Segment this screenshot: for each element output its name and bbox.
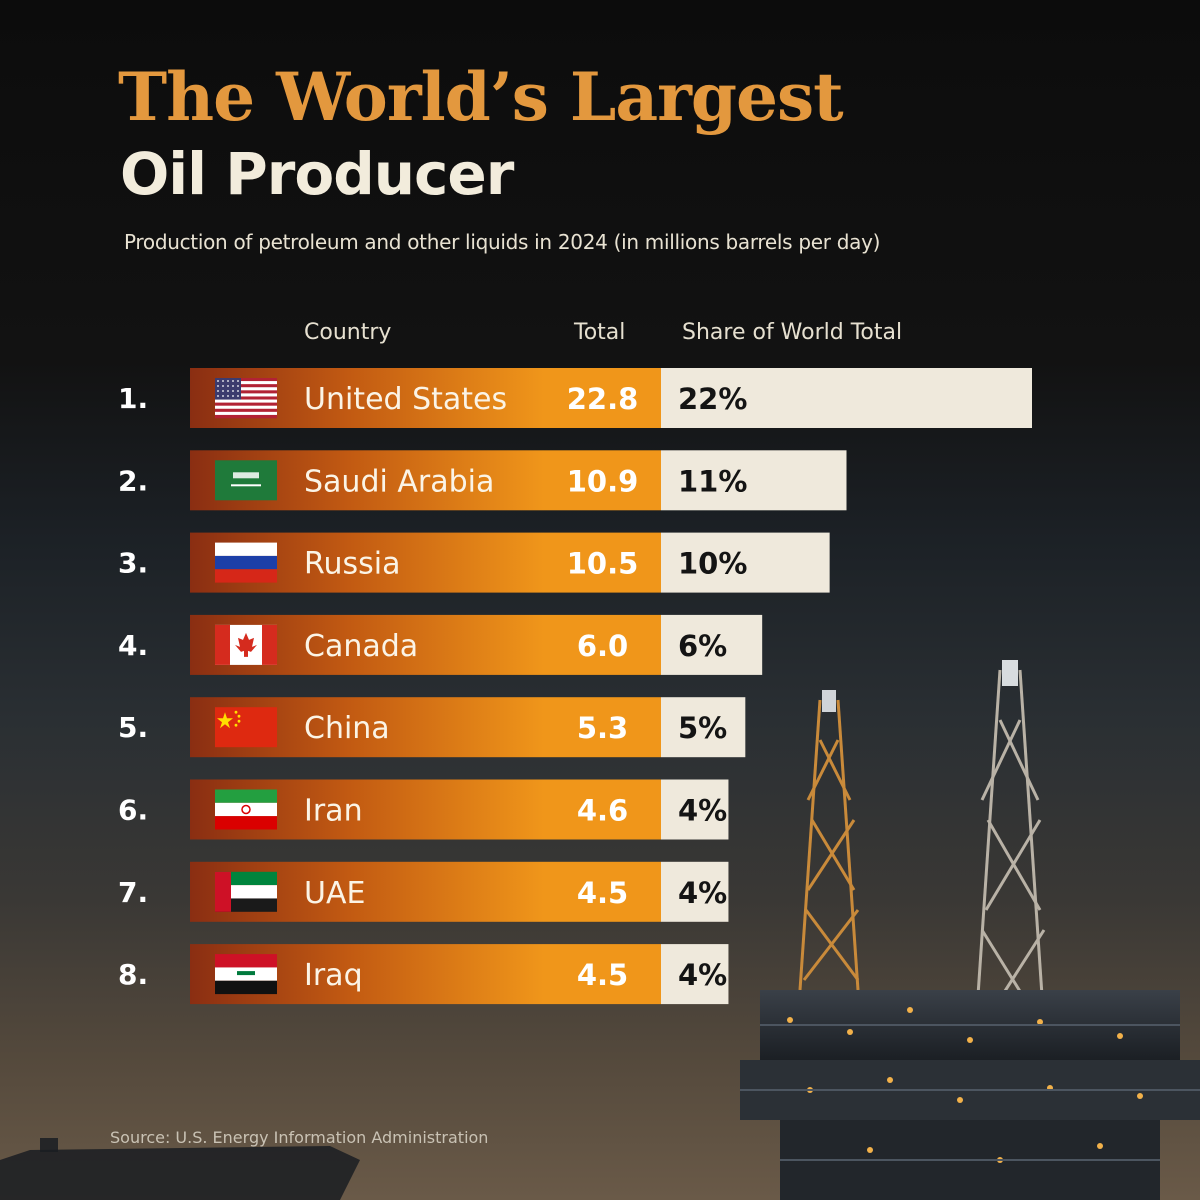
iraq-flag-icon [215, 954, 277, 995]
total-cell [544, 450, 661, 511]
share-value: 5% [678, 711, 727, 745]
share-bar [661, 944, 729, 1005]
share-bar [661, 368, 1032, 428]
total-value: 4.5 [577, 958, 628, 992]
title-line-1: The World’s Largest [118, 58, 844, 136]
country-label: Iraq [304, 958, 363, 993]
share-bar [661, 861, 729, 922]
total-value: 6.0 [577, 629, 628, 663]
table-row: 4. Canada 6.0 6% [118, 614, 763, 675]
column-header-country: Country [304, 320, 392, 345]
total-cell [544, 944, 661, 1005]
total-cell [544, 861, 661, 922]
rank-label: 7. [118, 876, 148, 909]
table-row: 8. Iraq 4.5 4% [118, 944, 729, 1005]
table-row: 5. China 5.3 5% [118, 697, 746, 758]
table-row: 6. Iran 4.6 4% [118, 779, 729, 840]
rank-label: 3. [118, 547, 148, 580]
country-label: United States [304, 382, 507, 417]
total-cell [544, 368, 661, 428]
rank-label: 6. [118, 794, 148, 827]
total-cell [544, 697, 661, 758]
share-value: 11% [678, 464, 747, 498]
total-cell [544, 614, 661, 675]
share-value: 4% [678, 876, 727, 910]
subtitle: Production of petroleum and other liquid… [124, 230, 881, 254]
saudi-arabia-flag-icon [215, 460, 277, 501]
table-row: 7. UAE 4.5 4% [118, 861, 729, 922]
source-note: Source: U.S. Energy Information Administ… [110, 1128, 489, 1147]
rank-label: 1. [118, 382, 148, 415]
total-value: 10.5 [567, 547, 639, 581]
iran-flag-icon [215, 789, 277, 830]
country-label: Iran [304, 794, 363, 829]
total-value: 10.9 [567, 464, 639, 498]
rank-label: 2. [118, 464, 148, 497]
share-bar [661, 779, 729, 840]
share-bar [661, 614, 763, 675]
column-header-share: Share of World Total [682, 320, 903, 345]
country-label: Saudi Arabia [304, 464, 494, 499]
tanker-ship-silhouette [0, 1138, 360, 1200]
total-value: 5.3 [577, 711, 628, 745]
share-bar [661, 450, 847, 511]
total-value: 4.6 [577, 794, 628, 828]
share-bar [661, 697, 746, 758]
column-header-total: Total [574, 320, 626, 345]
share-bar [661, 532, 830, 593]
russia-flag-icon [215, 542, 277, 583]
table-row: 2. Saudi Arabia 10.9 11% [118, 450, 847, 511]
table-row: 3. Russia 10.5 10% [118, 532, 830, 593]
china-flag-icon [215, 707, 277, 748]
rank-label: 8. [118, 958, 148, 991]
oil-rig-illustration [740, 660, 1200, 1200]
country-label: UAE [304, 876, 365, 911]
total-cell [544, 532, 661, 593]
us-flag-icon [215, 378, 277, 419]
table-row: 1. United States 22.8 22% [118, 368, 1032, 428]
country-label: Canada [304, 629, 418, 664]
share-value: 22% [678, 382, 747, 416]
share-value: 4% [678, 958, 727, 992]
rank-label: 5. [118, 711, 148, 744]
share-value: 10% [678, 547, 747, 581]
country-label: Russia [304, 547, 401, 582]
rank-label: 4. [118, 629, 148, 662]
total-cell [544, 779, 661, 840]
total-value: 22.8 [567, 382, 639, 416]
uae-flag-icon [215, 871, 277, 912]
total-value: 4.5 [577, 876, 628, 910]
canada-flag-icon [215, 624, 277, 665]
title-line-2: Oil Producer [120, 140, 514, 208]
country-label: China [304, 711, 390, 746]
share-value: 6% [678, 629, 727, 663]
share-value: 4% [678, 794, 727, 828]
